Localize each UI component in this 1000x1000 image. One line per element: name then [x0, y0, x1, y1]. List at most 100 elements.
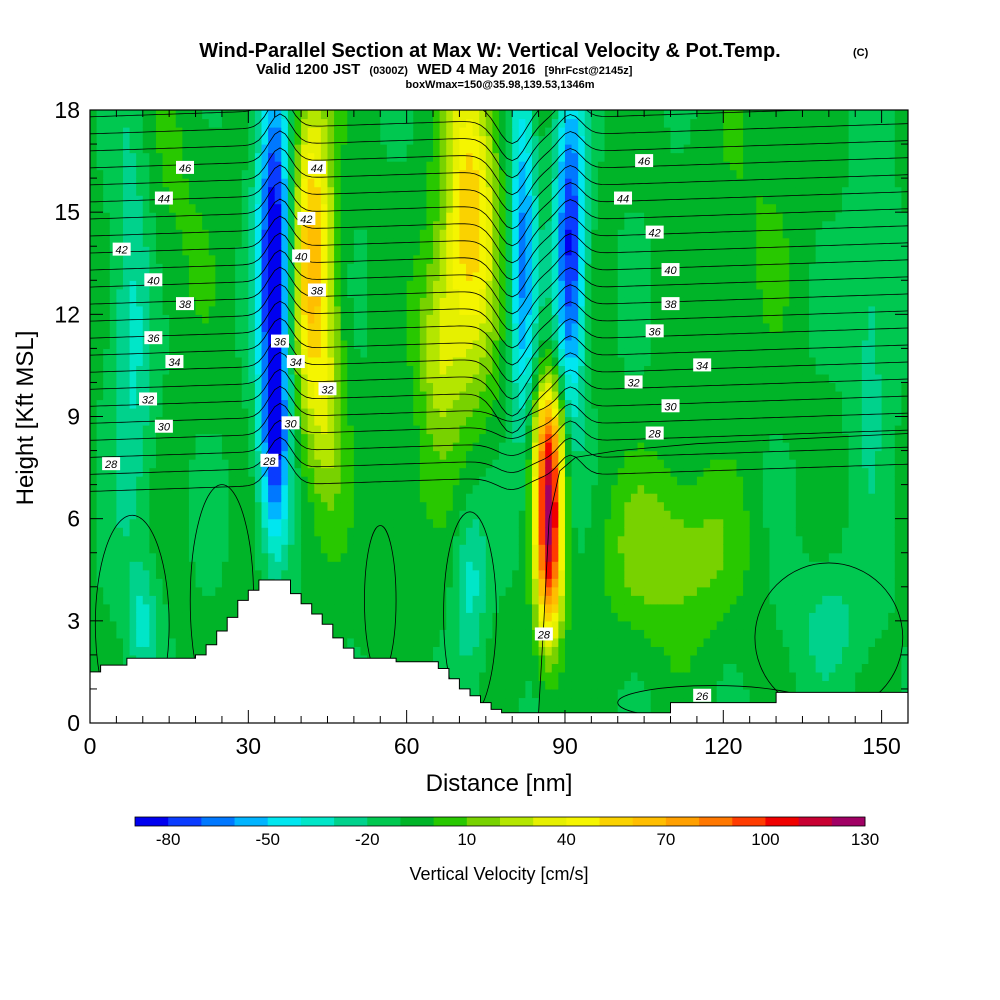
velocity-cell [452, 314, 461, 324]
velocity-cell [386, 493, 395, 503]
velocity-cell [235, 399, 243, 409]
velocity-cell [241, 144, 249, 154]
velocity-cell [360, 212, 368, 222]
velocity-cell [485, 339, 494, 349]
velocity-cell [116, 476, 124, 486]
velocity-cell [221, 459, 230, 469]
velocity-cell [103, 569, 111, 579]
velocity-cell [466, 254, 474, 264]
velocity-cell [419, 544, 428, 554]
velocity-cell [162, 169, 170, 179]
velocity-cell [129, 629, 137, 639]
velocity-cell [347, 237, 355, 247]
velocity-cell [518, 297, 526, 307]
velocity-cell [367, 578, 375, 588]
velocity-cell [340, 263, 348, 273]
velocity-cell [96, 569, 104, 579]
velocity-cell [413, 246, 421, 256]
velocity-cell [208, 186, 216, 196]
velocity-cell [459, 297, 467, 307]
velocity-cell [320, 569, 329, 579]
velocity-cell [466, 416, 474, 426]
velocity-cell [109, 586, 117, 596]
velocity-cell [136, 569, 144, 579]
velocity-cell [103, 288, 111, 298]
velocity-cell [248, 144, 256, 154]
velocity-cell [393, 552, 401, 562]
velocity-cell [202, 254, 210, 264]
velocity-cell [274, 527, 282, 537]
velocity-cell [274, 476, 282, 486]
velocity-cell [307, 356, 315, 367]
velocity-cell [525, 271, 533, 281]
velocity-cell [334, 144, 342, 154]
velocity-cell [96, 467, 104, 477]
velocity-cell [538, 578, 546, 588]
velocity-cell [518, 237, 526, 247]
velocity-cell [499, 348, 507, 358]
velocity-cell [221, 433, 230, 443]
velocity-cell [195, 612, 203, 622]
velocity-cell [406, 450, 414, 460]
velocity-cell [281, 263, 289, 273]
velocity-cell [518, 322, 526, 332]
velocity-cell [208, 212, 216, 222]
velocity-cell [347, 390, 355, 401]
velocity-cell [274, 561, 282, 571]
velocity-cell [281, 161, 289, 171]
velocity-cell [314, 425, 322, 435]
velocity-cell [221, 578, 230, 588]
velocity-cell [433, 169, 441, 179]
velocity-cell [162, 518, 170, 528]
velocity-cell [545, 654, 553, 664]
velocity-cell [188, 144, 197, 154]
velocity-cell [294, 382, 302, 392]
velocity-cell [241, 586, 249, 596]
velocity-cell [518, 552, 526, 562]
velocity-cell [287, 442, 296, 452]
velocity-cell [499, 373, 507, 384]
velocity-cell [142, 186, 150, 196]
velocity-cell [122, 365, 131, 375]
velocity-cell [90, 135, 98, 145]
velocity-cell [380, 407, 388, 418]
velocity-cell [373, 110, 381, 120]
velocity-cell [149, 493, 157, 503]
velocity-cell [254, 365, 263, 375]
velocity-cell [221, 203, 230, 213]
velocity-cell [373, 144, 381, 154]
velocity-cell [479, 697, 487, 707]
velocity-cell [268, 212, 276, 222]
velocity-cell [479, 467, 487, 477]
velocity-cell [433, 203, 441, 213]
velocity-cell [122, 527, 131, 537]
velocity-cell [545, 612, 553, 622]
velocity-cell [268, 518, 276, 528]
velocity-cell [499, 110, 507, 120]
velocity-cell [320, 552, 329, 562]
velocity-cell [367, 484, 375, 494]
velocity-cell [248, 169, 256, 179]
velocity-cell [485, 178, 494, 188]
velocity-cell [116, 322, 124, 332]
velocity-cell [367, 322, 375, 332]
velocity-cell [492, 646, 500, 656]
velocity-cell [96, 203, 104, 213]
velocity-cell [90, 144, 98, 154]
velocity-cell [228, 459, 236, 469]
velocity-cell [129, 467, 137, 477]
velocity-cell [353, 365, 362, 375]
velocity-cell [182, 416, 190, 426]
velocity-cell [235, 578, 243, 588]
velocity-cell [505, 246, 513, 256]
velocity-cell [452, 271, 461, 281]
velocity-cell [472, 671, 480, 682]
chart-subtitle-box: boxWmax=150@35.98,139.53,1346m [406, 79, 595, 91]
velocity-cell [129, 561, 137, 571]
velocity-cell [129, 493, 137, 503]
velocity-cell [294, 314, 302, 324]
velocity-cell [446, 629, 454, 639]
velocity-cell [413, 561, 421, 571]
velocity-cell [386, 127, 395, 137]
velocity-cell [103, 246, 111, 256]
